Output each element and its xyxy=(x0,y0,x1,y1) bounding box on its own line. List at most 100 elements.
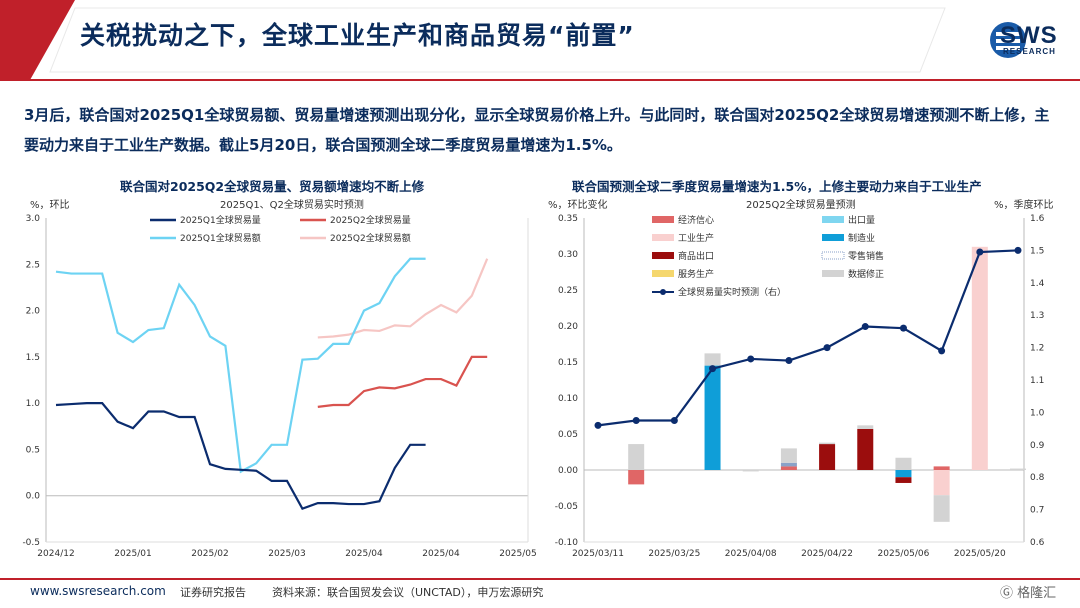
legend-swatch xyxy=(822,270,844,277)
legend-swatch xyxy=(660,289,666,295)
stack-bar-segment xyxy=(857,425,874,429)
left-chart-subtitle: 2025Q1、Q2全球贸易实时预测 xyxy=(220,200,364,211)
stack-bar-segment xyxy=(1010,468,1026,470)
stack-bar-segment xyxy=(933,470,950,496)
stack-bar-segment xyxy=(933,466,950,470)
left-series-line xyxy=(55,257,426,474)
right-y-tick-label: 0.05 xyxy=(558,430,578,440)
summary-text: 3月后，联合国对2025Q1全球贸易额、贸易量增速预测出现分化，显示全球贸易价格… xyxy=(24,106,1050,154)
logo-subtext: RESEARCH xyxy=(1003,47,1056,56)
right-chart-subtitle: 2025Q2全球贸易量预测 xyxy=(746,200,856,211)
right-y2-tick-label: 0.7 xyxy=(1030,506,1044,516)
right-chart-title: 联合国预测全球二季度贸易量增速为1.5%，上修主要动力来自于工业生产 xyxy=(572,179,982,194)
footer-report-type: 证券研究报告 xyxy=(180,586,246,599)
footer-source: 资料来源：联合国贸发会议（UNCTAD），申万宏源研究 xyxy=(272,586,544,599)
right-x-tick-label: 2025/03/11 xyxy=(572,549,624,559)
legend-label: 工业生产 xyxy=(678,232,714,244)
watermark: Ⓖ 格隆汇 xyxy=(1000,582,1056,601)
left-x-tick-label: 2025/04 xyxy=(345,549,383,559)
forecast-line xyxy=(597,249,1019,427)
right-y2-tick-label: 1.6 xyxy=(1030,214,1045,224)
left-x-tick-label: 2025/03 xyxy=(268,549,305,559)
left-series-line xyxy=(317,355,488,408)
logo-text: SWS xyxy=(1000,22,1058,49)
right-y2-tick-label: 1.1 xyxy=(1030,376,1044,386)
left-x-tick-label: 2025/04 xyxy=(422,549,460,559)
left-chart-title: 联合国对2025Q2全球贸易量、贸易额增速均不断上修 xyxy=(120,179,425,194)
right-y-tick-label: 0.00 xyxy=(558,466,578,476)
legend-swatch xyxy=(652,216,674,223)
legend-label: 2025Q1全球贸易量 xyxy=(180,214,261,226)
stack-bar-segment xyxy=(895,470,912,478)
stack-bar-segment xyxy=(895,477,912,483)
right-chart-ylabel: %，环比变化 xyxy=(548,200,608,211)
watermark-icon: Ⓖ xyxy=(1000,586,1014,601)
forecast-point xyxy=(899,324,907,332)
stack-bar-segment xyxy=(819,442,836,445)
right-y-tick-label: 0.30 xyxy=(558,250,578,260)
left-series-line xyxy=(317,258,489,339)
right-y2-tick-label: 1.5 xyxy=(1030,246,1044,256)
left-x-tick-label: 2024/12 xyxy=(37,549,74,559)
header-rule xyxy=(0,79,1080,81)
right-x-tick-label: 2025/05/20 xyxy=(954,549,1006,559)
right-y-tick-label: 0.15 xyxy=(558,358,578,368)
right-x-tick-label: 2025/04/08 xyxy=(725,549,777,559)
footer-url-link[interactable]: www.swsresearch.com xyxy=(30,584,166,598)
right-y-tick-label: 0.10 xyxy=(558,394,578,404)
legend-label: 商品出口 xyxy=(678,250,714,262)
stack-bar-segment xyxy=(780,448,797,463)
legend-label: 2025Q1全球贸易额 xyxy=(180,232,261,244)
stack-bar-segment xyxy=(704,365,721,470)
page-title: 关税扰动之下，全球工业生产和商品贸易“前置” xyxy=(80,21,635,50)
right-chart-y2label: %，季度环比 xyxy=(994,200,1054,211)
forecast-point xyxy=(861,323,869,331)
legend-label: 全球贸易量实时预测（右） xyxy=(678,286,786,298)
forecast-point xyxy=(632,417,640,424)
left-y-tick-label: 1.0 xyxy=(26,399,41,409)
forecast-point xyxy=(709,365,717,373)
forecast-point xyxy=(823,344,831,352)
forecast-point xyxy=(670,417,678,424)
legend-swatch xyxy=(821,251,845,260)
stack-bar-segment xyxy=(628,444,645,470)
left-x-tick-label: 2025/01 xyxy=(114,549,151,559)
forecast-point xyxy=(976,248,984,256)
right-bar-line-chart: 0.35 0.30 0.25 0.20 0.15 0.10 0.05 0.00 -0.05 -0.… xyxy=(555,214,1045,559)
right-x-tick-label: 2025/04/22 xyxy=(801,549,853,559)
right-y2-tick-label: 1.0 xyxy=(1030,408,1045,418)
header-accent-wedge xyxy=(0,0,946,80)
left-y-tick-label: -0.5 xyxy=(22,538,40,548)
right-y-tick-label: -0.05 xyxy=(555,502,578,512)
right-y2-tick-label: 1.3 xyxy=(1030,311,1044,321)
left-y-tick-label: 2.0 xyxy=(26,307,41,317)
left-x-tick-label: 2025/05 xyxy=(499,549,536,559)
right-y2-tick-label: 0.6 xyxy=(1030,538,1045,548)
legend-swatch xyxy=(652,270,674,277)
legend-label: 服务生产 xyxy=(678,268,714,280)
left-series-line xyxy=(55,402,426,511)
right-x-tick-label: 2025/05/06 xyxy=(878,549,930,559)
right-y2-tick-label: 0.8 xyxy=(1030,473,1045,483)
footer-rule xyxy=(0,578,1080,580)
stack-bar-segment xyxy=(971,246,988,470)
stack-bar-segment xyxy=(933,495,950,522)
left-y-tick-label: 1.5 xyxy=(26,353,40,363)
forecast-point xyxy=(1014,246,1022,254)
stack-bar-segment xyxy=(780,466,797,470)
right-y-tick-label: -0.10 xyxy=(555,538,579,548)
legend-label: 数据修正 xyxy=(848,268,884,280)
left-x-tick-label: 2025/02 xyxy=(191,549,228,559)
left-y-tick-label: 2.5 xyxy=(26,260,40,270)
forecast-point xyxy=(747,355,755,363)
right-y-tick-label: 0.35 xyxy=(558,214,578,224)
stack-bar-segment xyxy=(780,462,797,467)
stack-bar-segment xyxy=(704,353,721,366)
legend-label: 经济信心 xyxy=(678,214,714,226)
right-y2-tick-label: 1.2 xyxy=(1030,344,1044,354)
legend-label: 制造业 xyxy=(848,232,875,244)
forecast-point xyxy=(594,421,602,429)
legend-swatch xyxy=(822,234,844,241)
legend-label: 零售销售 xyxy=(848,250,884,262)
header: 关税扰动之下，全球工业生产和商品贸易“前置” SWS RESEARCH xyxy=(0,0,1080,80)
